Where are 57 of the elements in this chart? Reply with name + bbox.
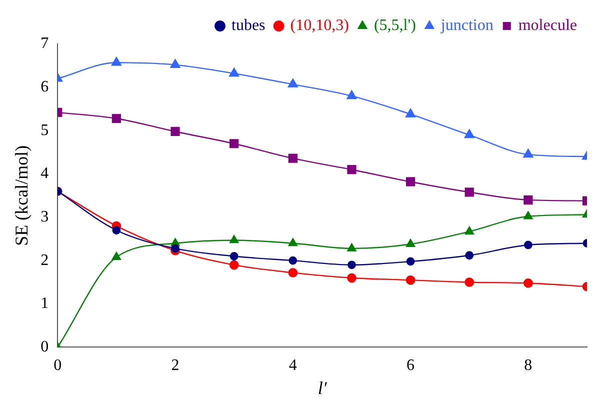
point: [288, 154, 298, 163]
y-tick-label: 5: [40, 122, 49, 139]
y-tick-label: 4: [40, 165, 49, 182]
point: [112, 114, 121, 124]
y-tick-label: 7: [40, 35, 49, 52]
point: [229, 235, 239, 244]
point: [524, 240, 532, 250]
point: [524, 195, 533, 204]
x-tick-label: 4: [288, 357, 297, 374]
point: [465, 251, 474, 260]
point: [524, 211, 533, 220]
point: [406, 275, 416, 285]
point: [230, 139, 239, 148]
point: [347, 165, 356, 174]
point: [347, 273, 356, 283]
x-tick-label: 2: [171, 357, 180, 374]
point: [406, 257, 415, 266]
point: [406, 177, 416, 186]
point: [464, 188, 474, 197]
legend-label: (10,10,3): [290, 17, 349, 34]
point: [348, 260, 356, 270]
point: [112, 226, 121, 234]
y-axis-title: SE (kcal/mol): [12, 145, 32, 246]
y-tick-label: 0: [40, 338, 49, 356]
x-tick-label: 6: [406, 357, 415, 374]
point: [346, 90, 357, 100]
point: [523, 278, 533, 288]
legend-label: tubes: [232, 17, 266, 34]
point: [406, 238, 416, 248]
legend-label: junction: [440, 17, 494, 34]
x-axis-title: l′: [318, 378, 328, 398]
point: [112, 252, 122, 260]
point: [170, 126, 180, 136]
point: [288, 238, 298, 246]
point: [229, 260, 239, 270]
point: [464, 129, 474, 138]
point: [111, 56, 122, 66]
point: [171, 244, 180, 253]
legend-label: (5,5,l'): [374, 17, 416, 34]
point: [288, 268, 298, 278]
y-tick-label: 2: [40, 252, 49, 269]
y-tick-label: 6: [40, 78, 49, 96]
y-tick-label: 3: [40, 208, 49, 226]
point: [347, 243, 356, 252]
point: [464, 226, 474, 234]
x-tick-label: 8: [524, 357, 532, 374]
point: [170, 59, 180, 68]
point: [288, 78, 298, 88]
point: [406, 108, 416, 118]
point: [523, 148, 534, 158]
legend-label: molecule: [518, 17, 577, 34]
x-tick-label: 0: [54, 357, 62, 374]
point: [464, 278, 474, 287]
point: [288, 256, 298, 265]
point: [229, 68, 240, 77]
y-tick-label: 1: [40, 295, 49, 312]
point: [230, 252, 238, 260]
